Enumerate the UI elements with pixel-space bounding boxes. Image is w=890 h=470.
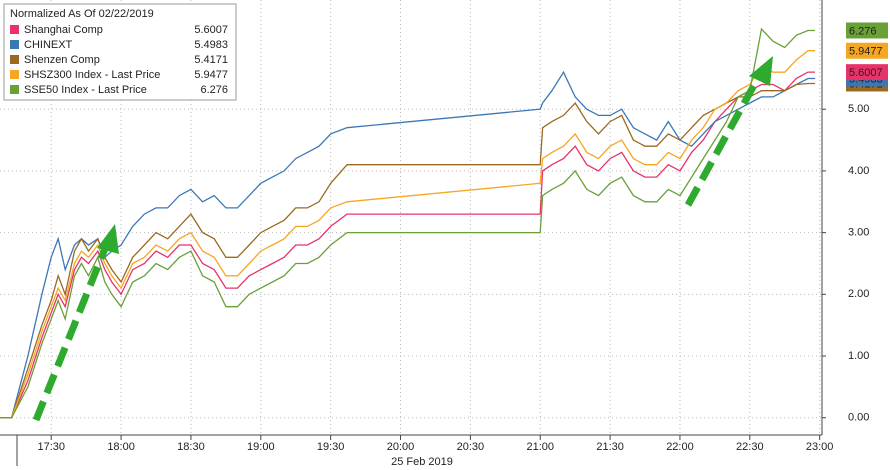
legend-box [3, 3, 237, 101]
legend-label: CHINEXT [24, 39, 73, 51]
arrow-shaft [32, 244, 110, 422]
x-tick-label: 20:00 [387, 441, 415, 453]
last-value-label: 5.9477 [849, 46, 883, 58]
last-value-label: 6.276 [849, 25, 877, 37]
y-tick-label: 3.00 [848, 227, 869, 239]
legend-value: 5.9477 [194, 69, 228, 81]
x-tick-label: 20:30 [457, 441, 485, 453]
trend-arrow [32, 224, 119, 422]
x-tick-label: 18:00 [107, 441, 135, 453]
legend-swatch [10, 55, 19, 64]
x-tick-label: 21:00 [526, 441, 554, 453]
y-tick-label: 0.00 [848, 412, 869, 424]
legend-value: 5.6007 [194, 24, 228, 36]
series-line [0, 50, 815, 419]
x-tick-label: 19:00 [247, 441, 275, 453]
legend-value: 6.276 [200, 84, 228, 96]
legend-value: 5.4171 [194, 54, 228, 66]
legend-label: SHSZ300 Index - Last Price [24, 69, 160, 81]
x-tick-label: 22:00 [666, 441, 694, 453]
y-tick-label: 1.00 [848, 350, 869, 362]
lines-layer [0, 27, 815, 419]
x-tick-label: 21:30 [596, 441, 624, 453]
y-tick-label: 5.00 [848, 103, 869, 115]
arrow-head [749, 56, 773, 86]
last-value-tag [846, 22, 888, 39]
legend-title: Normalized As Of 02/22/2019 [10, 8, 154, 20]
series-line [0, 27, 815, 419]
legend-swatch [10, 70, 19, 79]
arrow-head [97, 224, 119, 254]
y-tick-label: 4.00 [848, 165, 869, 177]
x-tick-label: 18:30 [177, 441, 205, 453]
legend-swatch [10, 85, 19, 94]
x-tick-label: 19:30 [317, 441, 345, 453]
legend-swatch [10, 40, 19, 49]
legend-label: SSE50 Index - Last Price [24, 84, 147, 96]
x-tick-label: 17:30 [37, 441, 65, 453]
x-axis-label: 25 Feb 2019 [391, 456, 453, 468]
x-tick-label: 23:00 [806, 441, 834, 453]
legend-label: Shenzen Comp [24, 54, 100, 66]
arrow-shaft [684, 76, 762, 207]
series-line [0, 71, 815, 419]
last-value-tag [846, 42, 888, 59]
series-line [0, 82, 815, 419]
last-value-tag [846, 64, 888, 81]
last-value-label: 5.6007 [849, 67, 883, 79]
legend: Normalized As Of 02/22/2019 Shanghai Com… [3, 3, 237, 101]
x-tick-label: 22:30 [736, 441, 764, 453]
legend-label: Shanghai Comp [24, 24, 103, 36]
y-tick-label: 2.00 [848, 288, 869, 300]
legend-value: 5.4983 [194, 39, 228, 51]
series-line [0, 70, 815, 419]
trend-arrow [684, 56, 773, 207]
legend-swatch [10, 25, 19, 34]
